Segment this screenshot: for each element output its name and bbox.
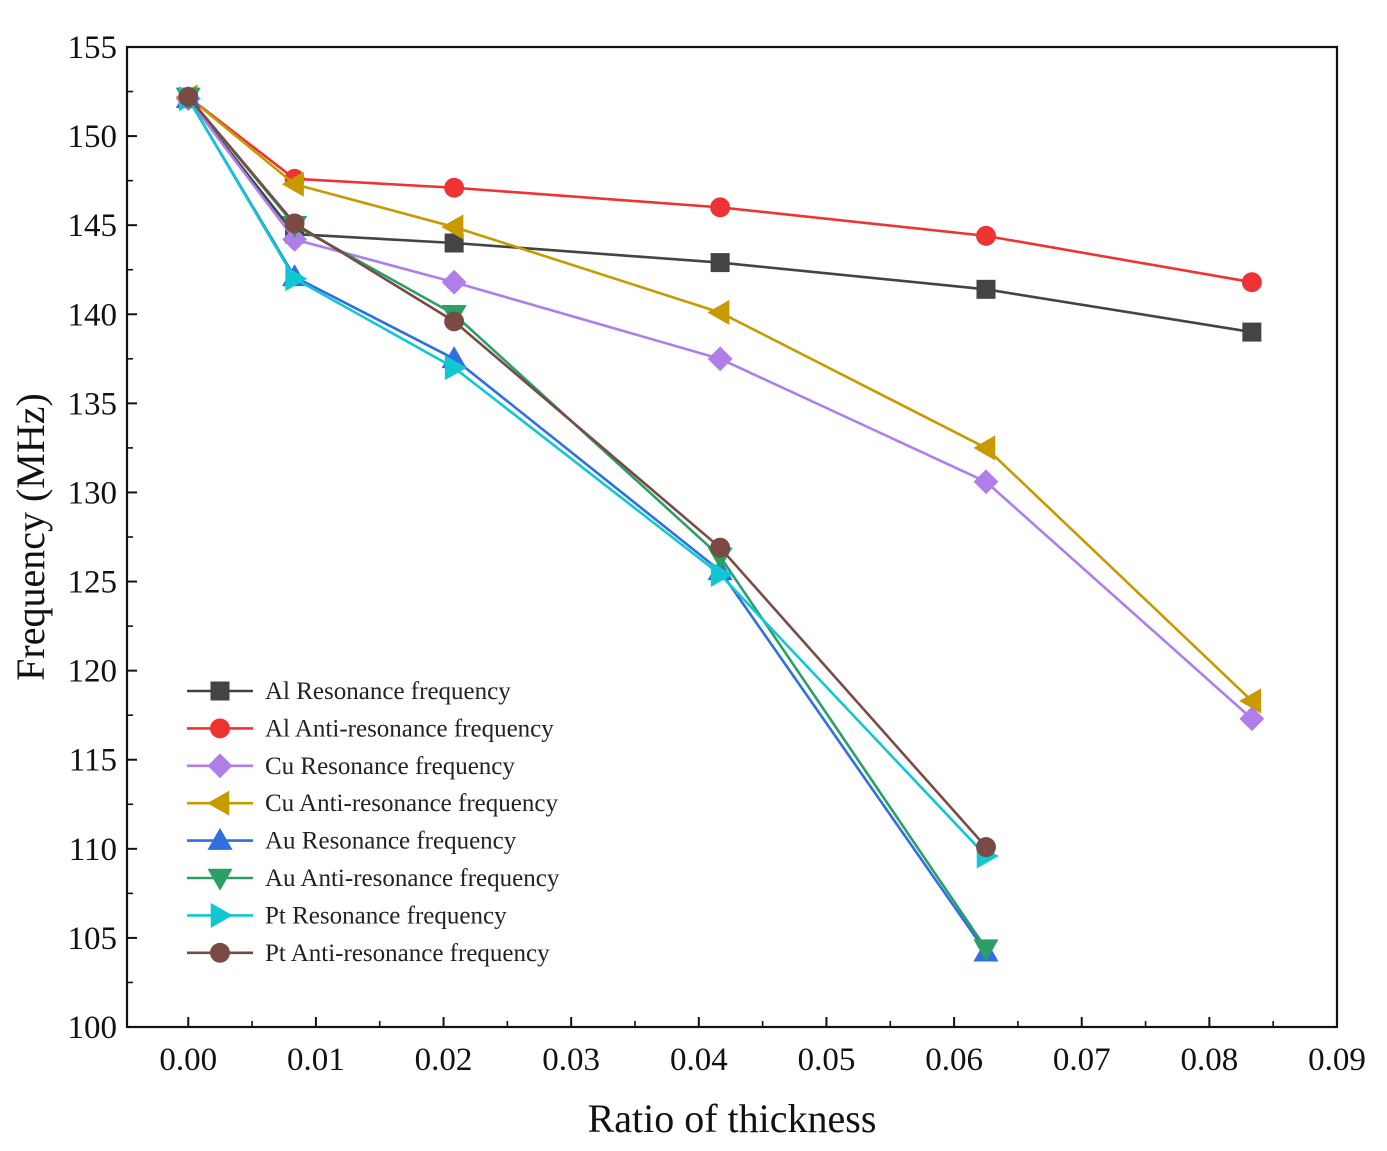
y-tick-label: 100 <box>68 1010 118 1046</box>
legend-marker <box>210 902 233 928</box>
legend-marker <box>207 753 233 779</box>
x-tick-label: 0.07 <box>1053 1042 1111 1078</box>
data-point <box>710 537 731 558</box>
legend-item: Au Anti-resonance frequency <box>187 865 560 892</box>
y-tick-label: 105 <box>68 921 118 957</box>
x-tick-label: 0.05 <box>798 1042 856 1078</box>
data-point <box>976 279 996 299</box>
legend-label: Pt Resonance frequency <box>265 902 507 929</box>
y-tick-label: 120 <box>68 654 118 690</box>
x-tick-label: 0.09 <box>1308 1042 1366 1078</box>
x-tick-label: 0.01 <box>287 1042 345 1078</box>
data-point <box>444 177 465 198</box>
data-point <box>1242 322 1262 342</box>
legend-item: Al Resonance frequency <box>187 678 511 705</box>
legend-item: Cu Anti-resonance frequency <box>187 790 558 817</box>
x-axis: 0.00 0.01 0.02 0.03 0.04 0.05 0.06 0.07 0.08 0.09 <box>159 1017 1366 1078</box>
y-tick-label: 110 <box>69 832 117 868</box>
data-point <box>444 311 465 332</box>
legend-item: Au Resonance frequency <box>187 828 517 855</box>
x-tick-label: 0.02 <box>415 1042 473 1078</box>
data-point <box>707 346 733 372</box>
data-point <box>707 299 730 326</box>
data-point <box>178 86 199 107</box>
series-layer <box>175 84 1265 962</box>
data-point <box>282 227 307 252</box>
legend: Al Resonance frequency Al Anti-resonance … <box>187 678 560 967</box>
x-tick-label: 0.04 <box>670 1042 728 1078</box>
series-line <box>187 97 1253 334</box>
data-point <box>710 197 731 218</box>
legend-marker <box>210 718 230 739</box>
legend-label: Cu Anti-resonance frequency <box>265 790 558 817</box>
series-line <box>187 95 1253 702</box>
legend-label: Pt Anti-resonance frequency <box>265 940 550 967</box>
x-axis-title: Ratio of thickness <box>588 1096 877 1141</box>
data-point <box>281 171 304 197</box>
legend-marker <box>207 868 233 891</box>
plot-frame <box>125 45 1339 1029</box>
legend-label: Cu Resonance frequency <box>265 753 515 780</box>
series-4 <box>175 84 1262 714</box>
legend-marker <box>210 942 230 963</box>
y-tick-label: 145 <box>68 208 118 244</box>
legend-marker <box>210 681 230 701</box>
y-axis: 100 105 110 115 120 125 130 135 140 145 150 155 <box>68 30 137 1046</box>
y-axis-title: Frequency (MHz) <box>8 393 53 681</box>
data-point <box>973 435 996 461</box>
y-tick-label: 135 <box>68 386 118 422</box>
legend-label: Al Resonance frequency <box>265 678 511 705</box>
y-tick-label: 155 <box>68 30 118 66</box>
data-point <box>1239 688 1262 714</box>
legend-marker <box>207 827 233 850</box>
y-tick-label: 115 <box>69 743 117 779</box>
x-tick-label: 0.08 <box>1180 1042 1238 1078</box>
legend-label: Au Anti-resonance frequency <box>265 865 560 892</box>
legend-marker <box>207 790 230 816</box>
y-tick-label: 140 <box>68 297 118 333</box>
data-point <box>976 837 996 857</box>
data-point <box>973 939 999 962</box>
legend-item: Cu Resonance frequency <box>187 753 515 780</box>
y-tick-label: 130 <box>68 475 118 511</box>
data-point <box>444 355 467 381</box>
series-8 <box>178 86 996 857</box>
x-tick-label: 0.03 <box>542 1042 600 1078</box>
legend-item: Al Anti-resonance frequency <box>187 715 554 742</box>
data-point <box>284 213 305 234</box>
data-point <box>710 253 730 273</box>
data-point <box>1239 706 1265 732</box>
data-point <box>973 469 999 495</box>
data-point <box>441 214 464 240</box>
series-line <box>187 97 1253 720</box>
data-point <box>976 225 996 246</box>
y-tick-label: 150 <box>68 119 118 155</box>
legend-item: Pt Resonance frequency <box>187 902 507 929</box>
series-line <box>187 95 1253 284</box>
data-point <box>441 269 467 295</box>
x-tick-label: 0.00 <box>159 1042 217 1078</box>
x-tick-label: 0.06 <box>925 1042 983 1078</box>
y-tick-label: 125 <box>68 565 118 601</box>
legend-label: Au Resonance frequency <box>265 828 517 855</box>
data-point <box>285 266 308 292</box>
data-point <box>1241 272 1262 293</box>
legend-label: Al Anti-resonance frequency <box>265 715 554 742</box>
data-point <box>710 561 733 587</box>
legend-item: Pt Anti-resonance frequency <box>187 940 550 967</box>
